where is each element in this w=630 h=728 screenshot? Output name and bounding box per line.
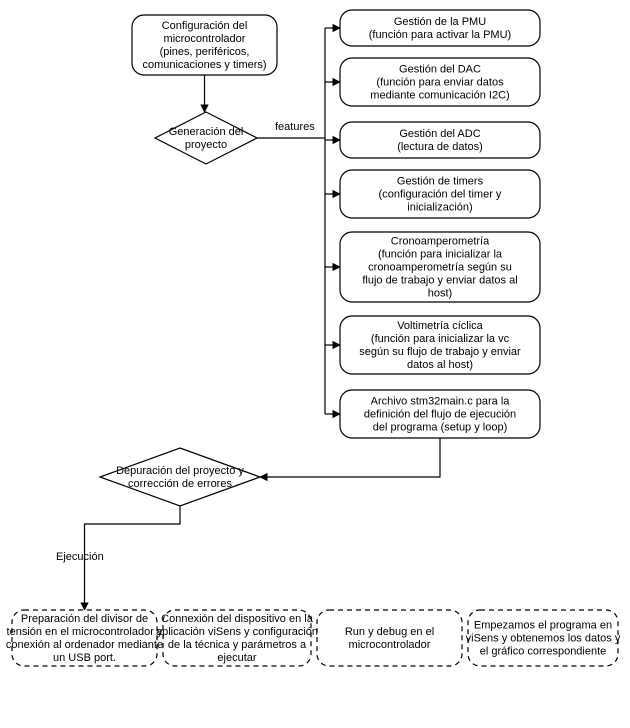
node-config-text-line-3: comunicaciones y timers) bbox=[142, 59, 266, 71]
node-gen-text-line-0: Generación del bbox=[169, 126, 244, 138]
node-adc: Gestión del ADC(lectura de datos) bbox=[340, 122, 540, 158]
node-crono-text-line-0: Cronoamperometría bbox=[391, 236, 490, 248]
node-exec2-text-line-1: aplicación viSens y configuración bbox=[156, 626, 318, 638]
nodes-layer: Configuración delmicrocontrolador(pines,… bbox=[6, 10, 621, 666]
node-exec4-text-line-0: Empezamos el programa en bbox=[474, 620, 612, 632]
node-crono-text-line-4: host) bbox=[428, 288, 452, 300]
node-dac: Gestión del DAC(función para enviar dato… bbox=[340, 58, 540, 106]
node-exec1: Preparación del divisor detensión en el … bbox=[6, 610, 163, 666]
node-volt: Voltimetría cíclica(función para inicial… bbox=[340, 316, 540, 374]
node-exec2: Connexión del dispositivo en laaplicació… bbox=[156, 610, 318, 666]
node-exec2-text-line-2: de la técnica y parámetros a bbox=[168, 639, 307, 651]
node-exec4-text-line-1: viSens y obtenemos los datos y bbox=[466, 633, 621, 645]
node-crono-text-line-1: (función para inicializar la bbox=[378, 249, 503, 261]
node-stm32-text-line-1: definición del flujo de ejecución bbox=[364, 409, 516, 421]
node-adc-text-line-1: (lectura de datos) bbox=[397, 141, 483, 153]
node-timers-text-line-0: Gestión de timers bbox=[397, 176, 484, 188]
node-crono: Cronoamperometría(función para inicializ… bbox=[340, 232, 540, 302]
node-config-text-line-1: microcontrolador bbox=[164, 33, 246, 45]
node-exec3-text-line-1: microcontrolador bbox=[349, 639, 431, 651]
node-dac-text-line-2: mediante comunicación I2C) bbox=[370, 90, 509, 102]
node-dac-text-line-0: Gestión del DAC bbox=[399, 64, 481, 76]
node-config-text-line-0: Configuración del bbox=[162, 20, 248, 32]
node-crono-text-line-3: flujo de trabajo y enviar datos al bbox=[362, 275, 517, 287]
edge bbox=[260, 438, 440, 477]
node-exec1-text-line-0: Preparación del divisor de bbox=[21, 613, 148, 625]
node-debug-text-line-1: corrección de errores bbox=[128, 478, 232, 490]
node-gen-text-line-1: proyecto bbox=[185, 139, 227, 151]
node-debug-text-line-0: Depuración del proyecto y bbox=[116, 465, 244, 477]
node-volt-text-line-0: Voltimetría cíclica bbox=[397, 320, 483, 332]
node-exec4-text-line-2: el gráfico correspondiente bbox=[480, 646, 607, 658]
node-adc-text-line-0: Gestión del ADC bbox=[399, 128, 480, 140]
node-gen: Generación delproyecto bbox=[155, 112, 257, 164]
node-exec2-text-line-0: Connexión del dispositivo en la bbox=[161, 613, 314, 625]
node-exec2-text-line-3: ejecutar bbox=[217, 652, 256, 664]
node-exec1-text-line-3: un USB port. bbox=[53, 652, 116, 664]
node-pmu: Gestión de la PMU(función para activar l… bbox=[340, 10, 540, 46]
node-volt-text-line-2: según su flujo de trabajo y enviar bbox=[359, 346, 521, 358]
flowchart-diagram: Configuración delmicrocontrolador(pines,… bbox=[0, 0, 630, 728]
node-exec1-text-line-2: conexión al ordenador mediante bbox=[6, 639, 163, 651]
node-debug: Depuración del proyecto ycorrección de e… bbox=[100, 448, 260, 506]
node-exec1-text-line-1: tensión en el microcontrolador y bbox=[7, 626, 163, 638]
node-timers-text-line-2: inicialización) bbox=[407, 202, 472, 214]
node-timers-text-line-1: (configuración del timer y bbox=[379, 189, 502, 201]
node-timers: Gestión de timers(configuración del time… bbox=[340, 170, 540, 218]
node-dac-text-line-1: (función para enviar datos bbox=[376, 77, 504, 89]
node-config: Configuración delmicrocontrolador(pines,… bbox=[132, 15, 277, 75]
edge-label-features: features bbox=[275, 121, 315, 133]
node-exec3: Run y debug en elmicrocontrolador bbox=[317, 610, 462, 666]
node-pmu-text-line-1: (función para activar la PMU) bbox=[369, 29, 511, 41]
node-pmu-text-line-0: Gestión de la PMU bbox=[394, 16, 486, 28]
node-crono-text-line-2: cronoamperometría según su bbox=[368, 262, 512, 274]
node-exec4: Empezamos el programa enviSens y obtenem… bbox=[466, 610, 621, 666]
node-stm32: Archivo stm32main.c para ladefinición de… bbox=[340, 390, 540, 438]
node-config-text-line-2: (pines, periféricos, bbox=[160, 46, 250, 58]
node-stm32-text-line-0: Archivo stm32main.c para la bbox=[371, 396, 511, 408]
node-volt-text-line-1: (función para inicializar la vc bbox=[371, 333, 510, 345]
edge-label-ejecucion: Ejecución bbox=[56, 551, 104, 563]
node-volt-text-line-3: datos al host) bbox=[407, 359, 473, 371]
node-exec3-text-line-0: Run y debug en el bbox=[345, 626, 434, 638]
node-stm32-text-line-2: del programa (setup y loop) bbox=[373, 422, 508, 434]
